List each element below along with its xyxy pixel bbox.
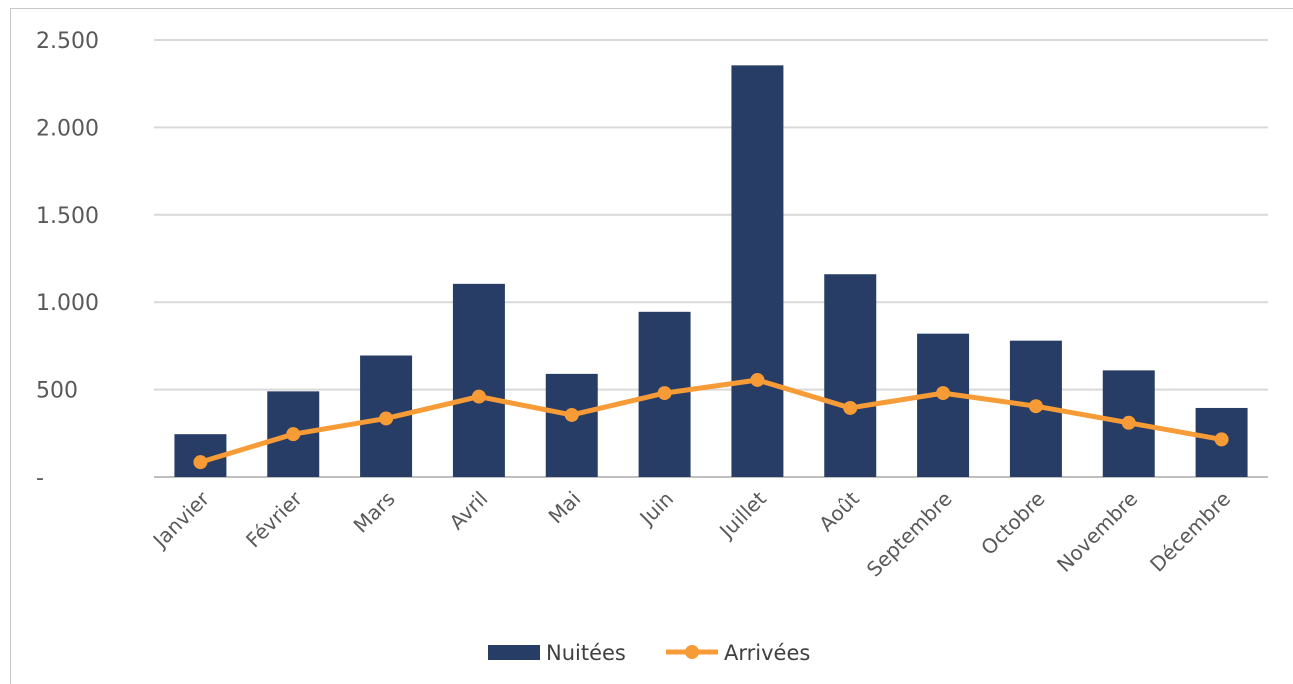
legend-swatch-arrivees-marker bbox=[685, 645, 699, 659]
x-category-label: Mai bbox=[544, 487, 586, 529]
arrivees-point-mai bbox=[564, 407, 579, 422]
legend-swatch-nuitees bbox=[488, 645, 540, 660]
x-category-label: Décembre bbox=[1145, 487, 1235, 577]
y-axis: - 500 1.000 1.500 2.000 2.500 bbox=[36, 29, 99, 491]
arrivees-point-juillet bbox=[750, 372, 765, 387]
bar-septembre bbox=[917, 333, 970, 477]
arrivees-point-septembre bbox=[936, 386, 951, 401]
arrivees-point-octobre bbox=[1028, 399, 1043, 414]
x-category-label: Mars bbox=[349, 487, 400, 538]
bar-juillet bbox=[731, 65, 784, 477]
x-category-label: Novembre bbox=[1052, 487, 1142, 577]
arrivees-point-août bbox=[843, 400, 858, 415]
arrivees-point-décembre bbox=[1214, 432, 1229, 447]
x-category-label: Août bbox=[814, 486, 864, 536]
legend-label-arrivees: Arrivées bbox=[724, 641, 810, 665]
bar-avril bbox=[452, 283, 505, 477]
arrivees-point-novembre bbox=[1121, 415, 1136, 430]
arrivees-line bbox=[199, 377, 1223, 465]
y-tick-label: 1.500 bbox=[36, 204, 99, 229]
bar-mai bbox=[545, 373, 598, 477]
y-tick-label: 2.500 bbox=[36, 29, 99, 54]
x-category-label: Février bbox=[241, 486, 307, 552]
arrivees-point-mars bbox=[379, 411, 394, 426]
arrivees-point-avril bbox=[471, 389, 486, 404]
arrivees-point-février bbox=[286, 427, 301, 442]
x-category-label: Avril bbox=[445, 487, 493, 535]
y-tick-label: - bbox=[36, 466, 44, 491]
y-tick-label: 1.000 bbox=[36, 291, 99, 316]
y-tick-label: 2.000 bbox=[36, 116, 99, 141]
legend-label-nuitees: Nuitées bbox=[546, 641, 626, 665]
x-category-label: Septembre bbox=[862, 487, 957, 582]
bar-août bbox=[824, 274, 877, 477]
line-series-arrivees bbox=[193, 372, 1229, 470]
gridlines bbox=[154, 39, 1268, 478]
chart-frame bbox=[10, 8, 1293, 684]
arrivees-point-janvier bbox=[193, 455, 208, 470]
legend: Nuitées Arrivées bbox=[488, 641, 810, 665]
arrivees-point-juin bbox=[657, 386, 672, 401]
x-category-label: Octobre bbox=[976, 487, 1049, 560]
y-tick-label: 500 bbox=[36, 379, 78, 404]
x-category-label: Janvier bbox=[147, 486, 215, 554]
x-axis: Janvier Février Mars Avril Mai Juin Juillet Aoû… bbox=[147, 486, 1235, 581]
x-category-label: Juin bbox=[634, 487, 678, 531]
x-category-label: Juillet bbox=[713, 486, 771, 544]
